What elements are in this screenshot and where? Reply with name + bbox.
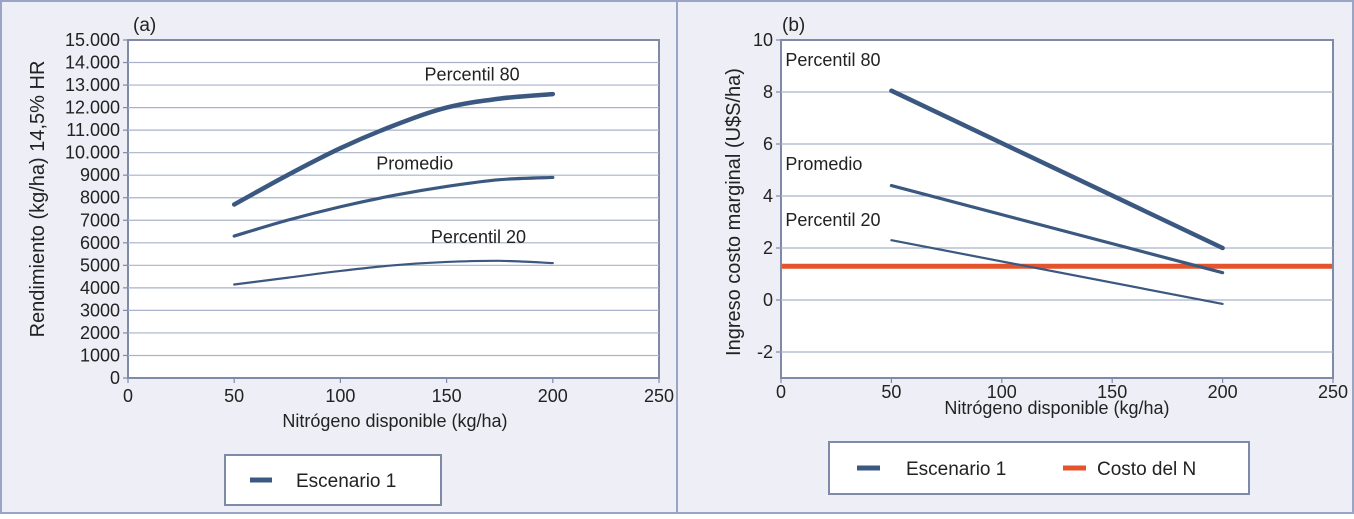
- y-tick-label-b: 0: [763, 290, 773, 310]
- y-tick-label-a: 6000: [80, 233, 120, 253]
- y-tick-label-a: 10.000: [65, 143, 120, 163]
- x-tick-label-a: 200: [538, 386, 568, 406]
- y-tick-label-a: 9000: [80, 165, 120, 185]
- x-tick-label-a: 50: [224, 386, 244, 406]
- y-tick-label-a: 1000: [80, 345, 120, 365]
- y-tick-label-a: 2000: [80, 323, 120, 343]
- panel-label-a: (a): [133, 15, 156, 36]
- y-tick-label-a: 13.000: [65, 75, 120, 95]
- x-tick-label-a: 250: [644, 386, 674, 406]
- y-tick-label-a: 4000: [80, 278, 120, 298]
- series-line-promedio-a: [232, 175, 555, 238]
- grid-b: [781, 91, 1333, 353]
- panel-a: 010002000300040005000600070008000900010.…: [27, 15, 674, 506]
- series-label-percentil-20-b: Percentil 20: [785, 210, 880, 230]
- x-axis-label-b: Nitrógeno disponible (kg/ha): [944, 398, 1169, 418]
- y-tick-label-b: 6: [763, 134, 773, 154]
- y-axis-label-b: Ingreso costo marginal (U$S/ha): [723, 68, 745, 356]
- series-label-percentil-80-b: Percentil 80: [785, 50, 880, 70]
- series-line-percentil-80-b: [889, 88, 1225, 251]
- series-label-percentil-80-a: Percentil 80: [425, 65, 520, 85]
- x-tick-label-b: 200: [1208, 382, 1238, 402]
- grid-a: [128, 61, 659, 357]
- x-ticks-b: 0 50 100 150 200 250: [776, 378, 1348, 402]
- x-tick-label-a: 0: [123, 386, 133, 406]
- x-ticks-a: 0 50 100 150 200 250: [123, 378, 674, 406]
- legend-label-escenario-1-b: Escenario 1: [906, 459, 1006, 480]
- legend-label-escenario-1-a: Escenario 1: [296, 471, 396, 492]
- x-axis-label-a: Nitrógeno disponible (kg/ha): [282, 411, 507, 431]
- plot-area-b: [780, 39, 1334, 379]
- y-tick-label-a: 5000: [80, 255, 120, 275]
- y-tick-label-a: 14.000: [65, 53, 120, 73]
- y-tick-label-b: 10: [753, 30, 773, 50]
- x-tick-label-b: 150: [1097, 382, 1127, 402]
- y-tick-label-a: 7000: [80, 210, 120, 230]
- y-tick-label-a: 12.000: [65, 98, 120, 118]
- legend-a: Escenario 1: [224, 454, 442, 506]
- series-line-percentil-80-a: [231, 91, 556, 207]
- y-tick-label-b: 4: [763, 186, 773, 206]
- legend-label-costo-del-n: Costo del N: [1097, 459, 1196, 480]
- y-tick-label-a: 0: [110, 368, 120, 388]
- y-tick-label-a: 11.000: [66, 120, 120, 140]
- series-label-percentil-20-a: Percentil 20: [431, 227, 526, 247]
- series-line-promedio-b: [889, 184, 1225, 275]
- plot-area-a: [127, 39, 660, 379]
- y-tick-label-a: 3000: [80, 300, 120, 320]
- legend-b: Escenario 1 Costo del N: [828, 441, 1250, 495]
- y-axis-label-a: Rendimiento (kg/ha) 14,5% HR: [27, 61, 49, 338]
- x-tick-label-b: 50: [881, 382, 901, 402]
- series-label-promedio-a: Promedio: [376, 154, 453, 174]
- x-tick-label-b: 0: [776, 382, 786, 402]
- x-tick-label-b: 100: [987, 382, 1017, 402]
- y-tick-label-a: 8000: [80, 188, 120, 208]
- x-tick-label-b: 250: [1318, 382, 1348, 402]
- y-tick-label-b: -2: [757, 342, 773, 362]
- y-tick-label-b: 8: [763, 82, 773, 102]
- x-tick-label-a: 150: [432, 386, 462, 406]
- y-tick-label-a: 15.000: [65, 30, 120, 50]
- series-label-promedio-b: Promedio: [785, 154, 862, 174]
- series-line-percentil-20-a: [233, 259, 554, 286]
- legend-box-b: [828, 441, 1250, 495]
- series-b: Percentil 80 Promedio Percentil 20: [785, 50, 1225, 305]
- panel-label-b: (b): [782, 15, 805, 36]
- y-tick-label-b: 2: [763, 238, 773, 258]
- series-line-percentil-20-b: [890, 239, 1224, 305]
- series-a: Percentil 80 Promedio Percentil 20: [231, 65, 556, 286]
- y-ticks-b: -2 0 2 4 6 8 10: [753, 30, 781, 362]
- x-tick-label-a: 100: [325, 386, 355, 406]
